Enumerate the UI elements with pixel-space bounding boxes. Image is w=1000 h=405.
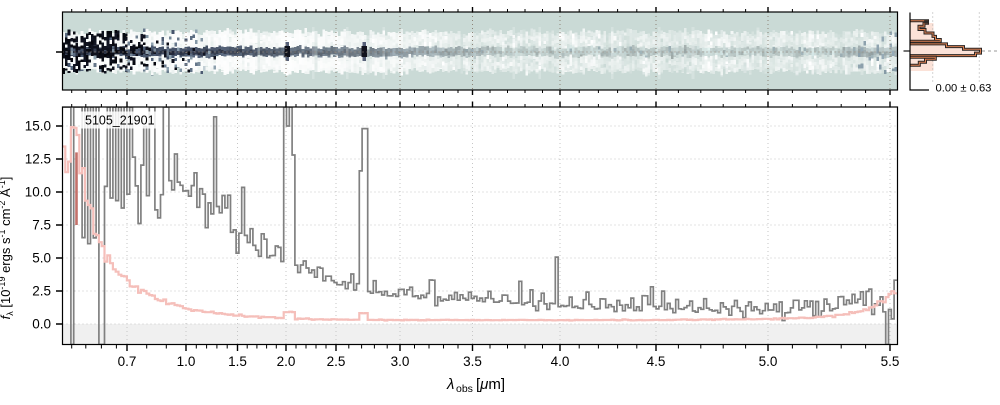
svg-text:4.0: 4.0	[551, 354, 570, 369]
svg-text:obs: obs	[456, 383, 473, 395]
svg-text:1.0: 1.0	[177, 354, 196, 369]
svg-text:fλ [10-19 ergs s-1 cm-2 Å-1]: fλ [10-19 ergs s-1 cm-2 Å-1]	[0, 177, 15, 320]
svg-text:5105_21901: 5105_21901	[85, 114, 155, 128]
svg-text:1.5: 1.5	[228, 354, 247, 369]
svg-text:2.0: 2.0	[277, 354, 296, 369]
svg-text:3.0: 3.0	[391, 354, 410, 369]
svg-text:5.0: 5.0	[759, 354, 778, 369]
svg-text:4.5: 4.5	[647, 354, 666, 369]
svg-text:[μm]: [μm]	[476, 376, 505, 393]
svg-text:5.5: 5.5	[881, 354, 900, 369]
svg-text:3.5: 3.5	[463, 354, 482, 369]
svg-text:10.0: 10.0	[25, 185, 51, 200]
svg-text:2.5: 2.5	[32, 284, 51, 299]
svg-text:12.5: 12.5	[25, 152, 51, 167]
svg-text:0.00 ± 0.63: 0.00 ± 0.63	[936, 82, 992, 94]
svg-text:0.7: 0.7	[118, 354, 137, 369]
svg-text:2.5: 2.5	[327, 354, 346, 369]
svg-text:15.0: 15.0	[25, 119, 51, 134]
svg-text:5.0: 5.0	[32, 251, 51, 266]
svg-text:0.0: 0.0	[32, 317, 51, 332]
svg-text:7.5: 7.5	[32, 218, 51, 233]
svg-text:λ: λ	[446, 376, 454, 393]
